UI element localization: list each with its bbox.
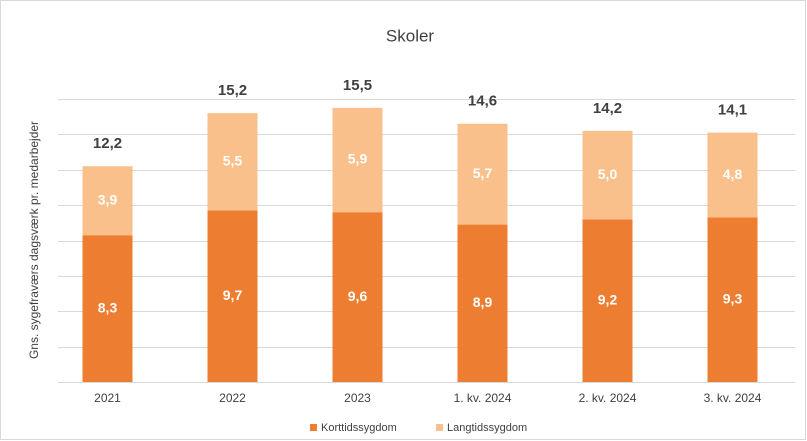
value-label: 9,6 [348,288,368,304]
bar-segment [82,235,133,382]
bar-segment [82,166,133,236]
bar-segment [707,217,758,382]
value-label: 4,8 [723,166,743,182]
x-tick-label: 3. kv. 2024 [704,391,762,405]
value-label: 9,3 [723,290,743,306]
value-label: 3,9 [98,191,118,207]
value-label: 5,5 [223,152,243,168]
value-label: 9,2 [598,291,618,307]
bar-segment [457,224,508,382]
total-label: 14,6 [468,93,497,110]
chart-title: Skoler [386,26,435,45]
value-label: 5,9 [348,151,368,167]
total-label: 15,2 [218,82,247,99]
bar-segment [582,130,633,220]
x-tick-label: 1. kv. 2024 [454,391,512,405]
value-label: 5,0 [598,166,618,182]
legend-swatch [436,424,443,431]
bar-segment [207,113,258,211]
value-label: 9,7 [223,287,243,303]
value-label: 8,3 [98,299,118,315]
total-label: 15,5 [343,77,372,94]
x-tick-label: 2. kv. 2024 [579,391,637,405]
value-label: 5,7 [473,165,493,181]
x-tick-label: 2021 [94,391,121,405]
bar-segment [207,210,258,382]
value-label: 8,9 [473,294,493,310]
bar-segment [332,107,383,213]
legend-swatch [310,424,317,431]
total-label: 12,2 [93,135,122,152]
x-tick-label: 2022 [219,391,246,405]
x-tick-label: 2023 [344,391,371,405]
bar-segment [707,132,758,218]
legend-label: Langtidssygdom [447,422,527,434]
legend-label: Korttidssygdom [321,422,397,434]
total-label: 14,2 [593,100,622,117]
bar-segment [582,219,633,382]
total-label: 14,1 [718,102,747,119]
y-axis-label: Gns. sygefraværs dagsværk pr. medarbejde… [27,121,41,359]
bar-segment [457,123,508,225]
bar-segment [332,212,383,382]
